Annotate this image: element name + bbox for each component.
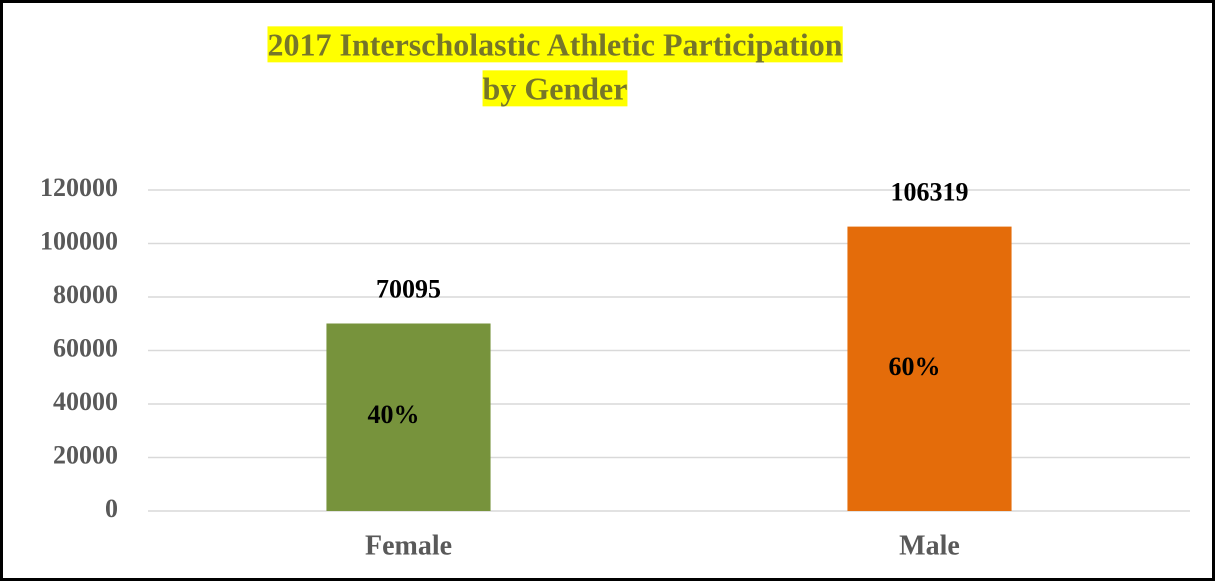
y-tick-label: 40000 — [53, 387, 118, 416]
data-label: 70095 — [376, 274, 441, 303]
y-tick-label: 0 — [105, 494, 118, 523]
data-label: 106319 — [891, 178, 969, 207]
chart-title: 2017 Interscholastic Athletic Participat… — [267, 26, 842, 62]
chart-title: by Gender — [483, 70, 628, 106]
y-tick-label: 120000 — [40, 173, 118, 202]
share-label: 60% — [889, 352, 941, 381]
title-highlight — [267, 26, 843, 63]
x-tick-label: Male — [899, 530, 960, 561]
y-tick-label: 80000 — [53, 280, 118, 309]
share-label: 40% — [368, 400, 420, 429]
y-tick-label: 100000 — [40, 226, 118, 255]
bar — [847, 226, 1012, 511]
bar — [326, 323, 491, 511]
title-group: 2017 Interscholastic Athletic Participat… — [267, 26, 843, 107]
x-tick-label: Female — [365, 530, 452, 561]
title-highlight — [482, 70, 628, 107]
y-tick-label: 60000 — [53, 333, 118, 362]
y-tick-label: 20000 — [53, 440, 118, 469]
